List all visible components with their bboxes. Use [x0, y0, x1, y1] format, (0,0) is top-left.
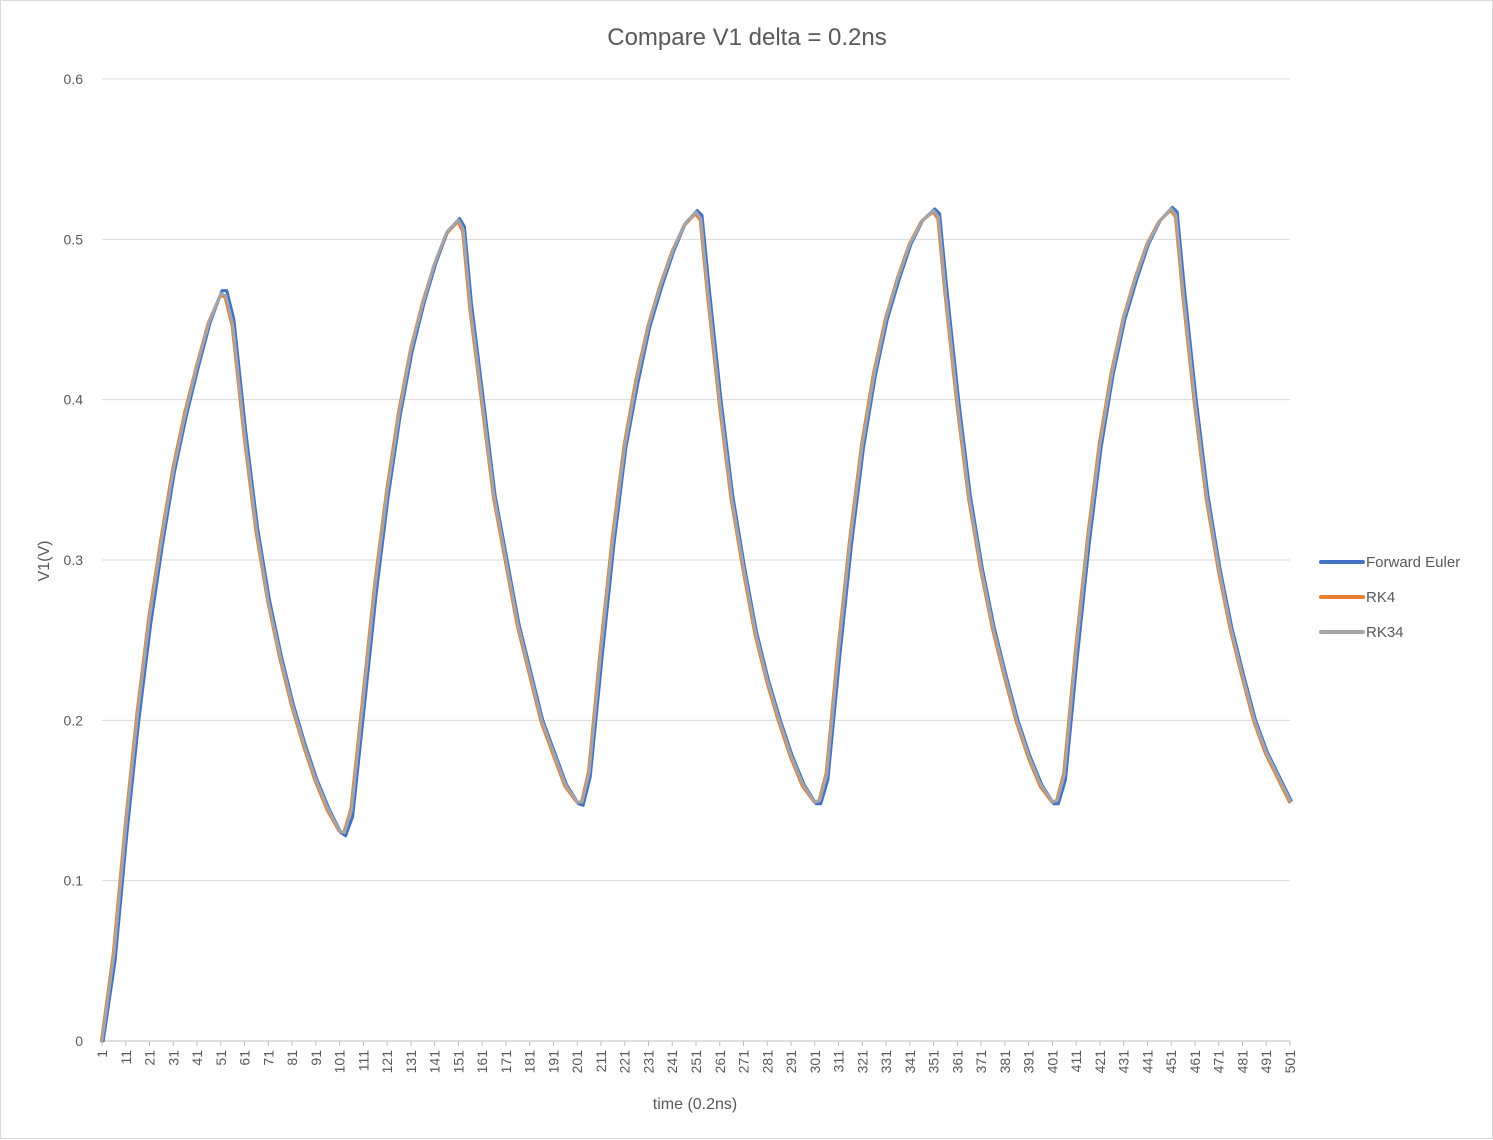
y-tick-label: 0.2 [64, 712, 84, 728]
x-tick-label: 381 [997, 1050, 1013, 1074]
x-tick-label: 331 [878, 1050, 894, 1074]
x-tick-label: 481 [1234, 1050, 1250, 1074]
legend-label-forward-euler: Forward Euler [1366, 554, 1460, 571]
x-tick-label: 491 [1258, 1050, 1274, 1074]
x-tick-label: 271 [736, 1050, 752, 1074]
x-tick-label: 161 [474, 1050, 490, 1074]
series-line-rk34 [100, 207, 1292, 1043]
x-tick-label: 321 [854, 1050, 870, 1074]
series-line-rk4 [99, 209, 1291, 1043]
x-tick-label: 441 [1139, 1050, 1155, 1074]
x-tick-label: 211 [593, 1050, 609, 1073]
x-axis-label: time (0.2ns) [653, 1096, 737, 1113]
y-axis-label: V1(V) [36, 541, 53, 582]
x-tick-label: 101 [332, 1050, 348, 1074]
y-tick-label: 0 [75, 1033, 83, 1049]
y-tick-label: 0.5 [64, 231, 84, 247]
legend: Forward Euler RK4 RK34 [1319, 554, 1460, 641]
y-tick-label: 0.1 [64, 873, 84, 889]
x-tick-label: 41 [189, 1050, 205, 1066]
y-tick-label: 0.3 [64, 552, 84, 568]
x-tick-label: 1 [94, 1050, 110, 1058]
x-tick-label: 391 [1021, 1050, 1037, 1074]
series-line-forward-euler [101, 205, 1293, 1043]
x-tick-label: 361 [949, 1050, 965, 1074]
legend-label-rk4: RK4 [1366, 589, 1395, 606]
x-tick-label: 31 [165, 1050, 181, 1066]
y-axis-ticks: 0 0.1 0.2 0.3 0.4 0.5 0.6 [64, 71, 84, 1049]
x-tick-label: 61 [237, 1050, 253, 1066]
x-tick-label: 471 [1211, 1050, 1227, 1074]
x-tick-label: 401 [1044, 1050, 1060, 1074]
x-tick-label: 141 [427, 1050, 443, 1074]
x-tick-label: 461 [1187, 1050, 1203, 1074]
x-tick-label: 371 [973, 1050, 989, 1074]
x-tick-label: 281 [759, 1050, 775, 1074]
x-tick-label: 151 [450, 1050, 466, 1074]
x-tick-label: 251 [688, 1050, 704, 1074]
x-tick-label: 81 [284, 1050, 300, 1066]
x-tick-label: 51 [213, 1050, 229, 1066]
x-tick-label: 11 [118, 1050, 134, 1065]
x-tick-label: 241 [664, 1050, 680, 1074]
series-layer [99, 205, 1293, 1043]
x-tick-label: 311 [831, 1050, 847, 1073]
x-tick-label: 131 [403, 1050, 419, 1074]
x-tick-label: 231 [640, 1050, 656, 1074]
x-tick-label: 181 [522, 1050, 538, 1074]
x-tick-label: 171 [498, 1050, 514, 1074]
x-tick-label: 451 [1163, 1050, 1179, 1074]
x-tick-label: 91 [308, 1050, 324, 1066]
legend-label-rk34: RK34 [1366, 624, 1404, 641]
x-tick-label: 411 [1068, 1050, 1084, 1073]
x-tick-label: 351 [926, 1050, 942, 1074]
y-tick-label: 0.4 [64, 392, 84, 408]
x-tick-label: 501 [1282, 1050, 1298, 1074]
x-tick-label: 201 [569, 1050, 585, 1074]
x-tick-label: 291 [783, 1050, 799, 1074]
x-tick-label: 341 [902, 1050, 918, 1074]
x-tick-label: 71 [260, 1050, 276, 1066]
x-tick-label: 111 [355, 1050, 371, 1071]
y-tick-label: 0.6 [64, 71, 84, 87]
x-tick-label: 431 [1116, 1050, 1132, 1074]
x-tick-label: 121 [379, 1050, 395, 1074]
x-tick-label: 221 [617, 1050, 633, 1074]
x-tick-label: 261 [712, 1050, 728, 1074]
x-tick-label: 421 [1092, 1050, 1108, 1074]
x-tick-label: 191 [545, 1050, 561, 1074]
grid-lines [102, 78, 1290, 1042]
chart-title: Compare V1 delta = 0.2ns [607, 24, 887, 51]
x-axis-ticks: 1 11 21 31 41 51 61 71 81 91 101 111 121 131 141 151 161… [94, 1041, 1298, 1073]
x-tick-label: 301 [807, 1050, 823, 1074]
x-tick-label: 21 [142, 1050, 158, 1066]
